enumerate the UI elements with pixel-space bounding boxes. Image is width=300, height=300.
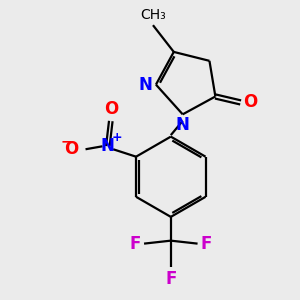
Text: F: F bbox=[165, 270, 176, 288]
Text: F: F bbox=[200, 235, 212, 253]
Text: +: + bbox=[112, 131, 123, 145]
Text: N: N bbox=[175, 116, 189, 134]
Text: O: O bbox=[104, 100, 118, 118]
Text: −: − bbox=[61, 134, 73, 148]
Text: O: O bbox=[64, 140, 79, 158]
Text: O: O bbox=[243, 93, 257, 111]
Text: CH₃: CH₃ bbox=[140, 8, 166, 22]
Text: N: N bbox=[101, 137, 115, 155]
Text: F: F bbox=[130, 235, 141, 253]
Text: N: N bbox=[139, 76, 152, 94]
